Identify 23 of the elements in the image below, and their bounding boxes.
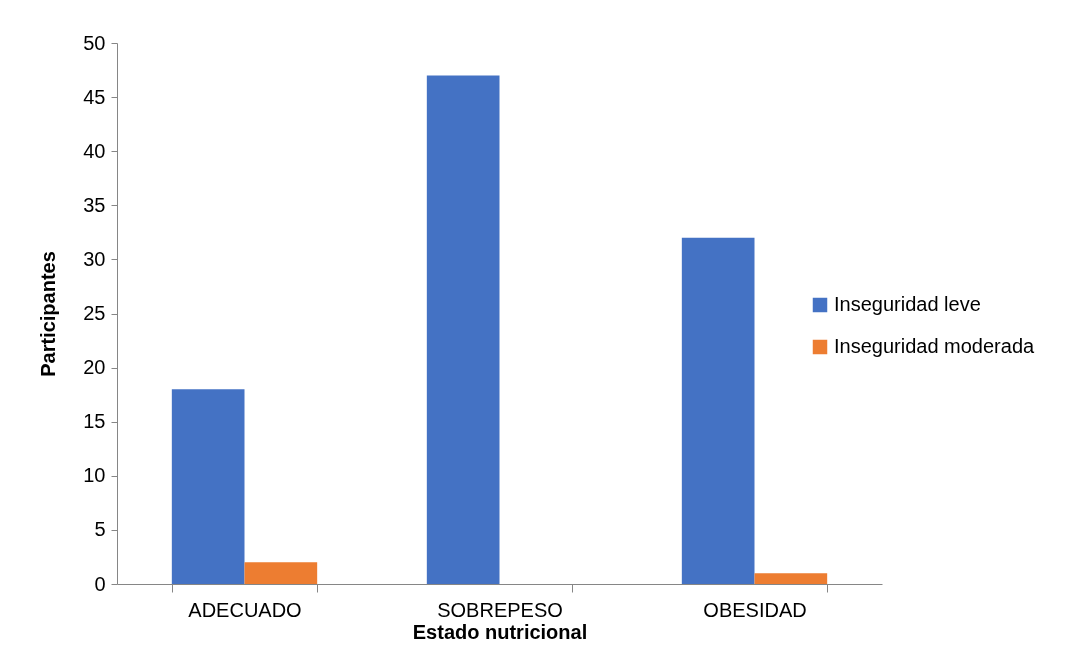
x-tick-label: SOBREPESO — [437, 598, 563, 621]
x-tick-label: OBESIDAD — [703, 598, 807, 621]
x-axis-title: Estado nutricional — [412, 620, 588, 643]
y-tick-label: 40 — [83, 139, 106, 162]
x-tick-label: ADECUADO — [188, 598, 302, 621]
bar — [171, 389, 245, 584]
y-axis-title: Participantes — [37, 251, 60, 377]
bar — [681, 237, 755, 584]
y-tick-label: 10 — [83, 464, 106, 487]
bar — [244, 562, 318, 584]
y-tick-label: 5 — [94, 518, 106, 541]
legend-label: Inseguridad leve — [834, 293, 981, 315]
y-tick-label: 50 — [83, 31, 106, 54]
bar — [754, 573, 828, 584]
y-tick-label: 15 — [83, 410, 106, 433]
y-tick-label: 0 — [94, 572, 106, 595]
legend-label: Inseguridad moderada — [834, 335, 1036, 357]
y-tick-label: 35 — [83, 193, 106, 216]
y-tick-label: 20 — [83, 356, 106, 379]
bar — [426, 75, 500, 584]
y-tick-label: 25 — [83, 302, 106, 324]
y-tick-label: 45 — [83, 85, 106, 108]
y-tick-label: 30 — [83, 247, 106, 270]
